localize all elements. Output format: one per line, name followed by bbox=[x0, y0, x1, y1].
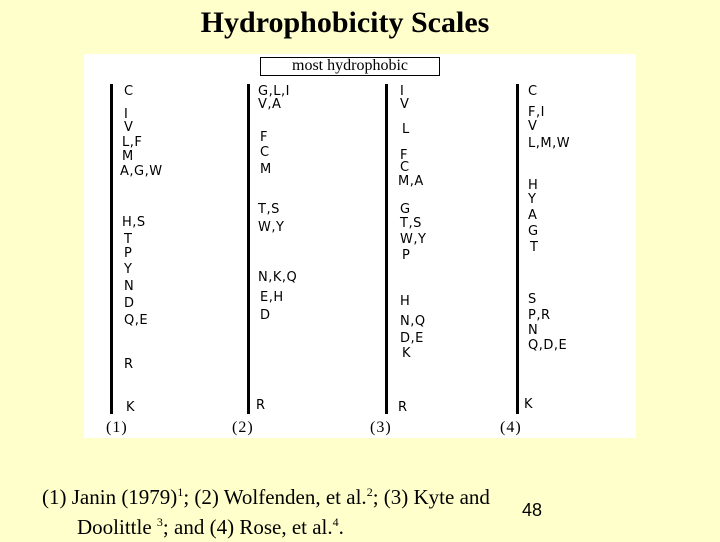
scale-1-label: Y bbox=[124, 262, 133, 277]
scale-1-number: (1) bbox=[106, 419, 128, 436]
scale-1-label: I bbox=[124, 107, 129, 122]
scale-1-label: D bbox=[124, 296, 135, 311]
scale-2-label: R bbox=[256, 398, 266, 413]
caption-ref: 2 bbox=[366, 485, 373, 499]
scale-4-axis bbox=[516, 84, 519, 414]
scale-3-label: T,S bbox=[400, 216, 422, 231]
scale-4-label: Y bbox=[528, 192, 537, 207]
scale-4-label: C bbox=[528, 84, 538, 99]
scale-4-label: V bbox=[528, 119, 538, 134]
scale-2-number: (2) bbox=[232, 419, 254, 436]
caption-text: ; and (4) Rose, et al. bbox=[162, 515, 333, 539]
scale-3-label: I bbox=[400, 84, 405, 99]
scale-4-label: F,I bbox=[528, 105, 545, 120]
scale-2-label: N,K,Q bbox=[258, 270, 298, 285]
scale-3-label: G bbox=[400, 202, 411, 217]
scale-4-number: (4) bbox=[500, 419, 522, 436]
scale-4-label: K bbox=[524, 397, 534, 412]
scale-3-label: L bbox=[402, 122, 410, 137]
scale-2-label: F bbox=[260, 130, 268, 145]
scale-4-label: N bbox=[528, 323, 539, 338]
references-caption: (1) Janin (1979)1; (2) Wolfenden, et al.… bbox=[42, 482, 642, 542]
scale-1-axis bbox=[110, 84, 113, 414]
scale-3-label: D,E bbox=[400, 331, 424, 346]
scale-3-label: V bbox=[400, 97, 410, 112]
caption-ref: 4 bbox=[332, 515, 339, 529]
scale-3-label: F bbox=[400, 148, 408, 163]
scale-3-number: (3) bbox=[370, 419, 392, 436]
scale-4-label: G bbox=[528, 224, 539, 239]
scales-figure: most hydrophobic C I V L,F M A,G,W H,S T… bbox=[84, 54, 636, 438]
scale-3-label: P bbox=[402, 248, 411, 263]
scale-4-label: A bbox=[528, 208, 538, 223]
scale-3-label: R bbox=[398, 400, 408, 415]
caption-text: . bbox=[338, 515, 344, 539]
scale-1-label: K bbox=[126, 400, 136, 415]
scale-1-label: A,G,W bbox=[120, 164, 163, 179]
scale-1-label: M bbox=[122, 149, 134, 164]
scale-4-label: L,M,W bbox=[528, 136, 571, 151]
caption-text: ; (3) Kyte and bbox=[372, 485, 490, 509]
scale-2-label: C bbox=[260, 145, 270, 160]
scale-2-label: M bbox=[260, 162, 272, 177]
scale-1-label: P bbox=[124, 246, 133, 261]
caption-text: ; (2) Wolfenden, et al. bbox=[183, 485, 367, 509]
scale-3-label: C bbox=[400, 160, 410, 175]
scale-4-label: H bbox=[528, 178, 539, 193]
scale-3-label: N,Q bbox=[400, 314, 426, 329]
scale-3-label: K bbox=[402, 346, 412, 361]
scale-1-label: Q,E bbox=[124, 313, 149, 328]
scale-2-axis bbox=[247, 84, 250, 414]
scale-1-label: H,S bbox=[122, 215, 146, 230]
scale-2-label: E,H bbox=[260, 290, 284, 305]
scale-3-axis bbox=[385, 84, 388, 414]
scale-1-label: T bbox=[124, 232, 133, 247]
most-hydrophobic-label: most hydrophobic bbox=[260, 57, 440, 76]
scale-2-label: V,A bbox=[258, 97, 282, 112]
caption-text: Doolittle bbox=[77, 515, 157, 539]
scale-4-label: T bbox=[530, 240, 539, 255]
scale-4-label: P,R bbox=[528, 308, 551, 323]
scale-4-label: S bbox=[528, 292, 537, 307]
scale-1-label: C bbox=[124, 84, 134, 99]
caption-ref: 3 bbox=[156, 515, 163, 529]
scale-3-label: H bbox=[400, 294, 411, 309]
scale-3-label: M,A bbox=[398, 174, 424, 189]
scale-2-label: W,Y bbox=[258, 220, 285, 235]
scale-2-label: D bbox=[260, 308, 271, 323]
slide-title: Hydrophobicity Scales bbox=[200, 6, 490, 39]
caption-ref: 1 bbox=[177, 485, 184, 499]
caption-text: (1) Janin (1979) bbox=[42, 485, 178, 509]
scale-1-label: V bbox=[124, 120, 134, 135]
scale-4-label: Q,D,E bbox=[528, 338, 568, 353]
scale-3-label: W,Y bbox=[400, 232, 427, 247]
page-number: 48 bbox=[522, 500, 543, 520]
scale-1-label: N bbox=[124, 279, 135, 294]
scale-1-label: R bbox=[124, 357, 134, 372]
scale-2-label: T,S bbox=[258, 202, 280, 217]
scale-2-label: G,L,I bbox=[258, 84, 290, 99]
scale-1-label: L,F bbox=[122, 135, 143, 150]
